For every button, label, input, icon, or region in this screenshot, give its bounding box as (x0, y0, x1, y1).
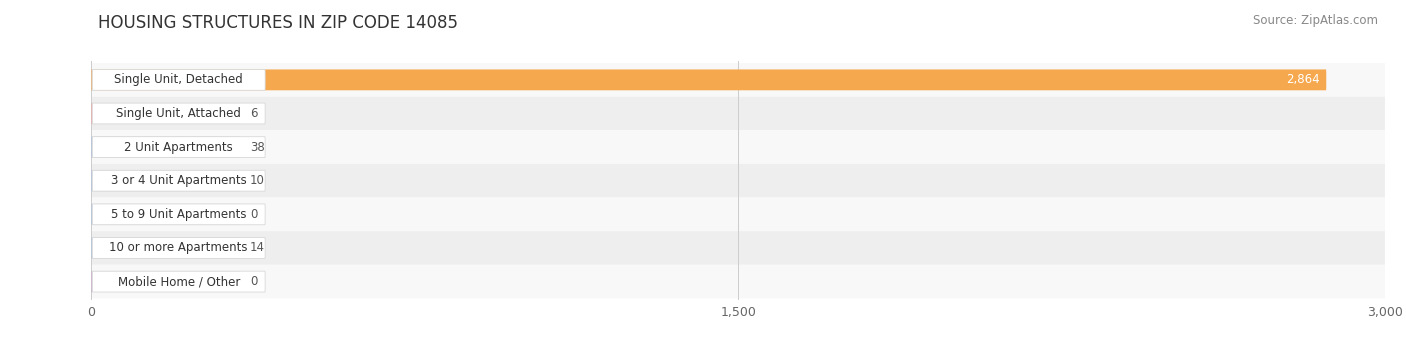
FancyBboxPatch shape (91, 103, 240, 124)
Text: 0: 0 (250, 275, 257, 288)
FancyBboxPatch shape (91, 70, 1326, 90)
FancyBboxPatch shape (91, 265, 1385, 298)
FancyBboxPatch shape (91, 97, 1385, 130)
FancyBboxPatch shape (91, 137, 240, 158)
FancyBboxPatch shape (93, 70, 266, 90)
Text: 5 to 9 Unit Apartments: 5 to 9 Unit Apartments (111, 208, 246, 221)
FancyBboxPatch shape (93, 137, 266, 158)
Text: Single Unit, Detached: Single Unit, Detached (114, 73, 243, 86)
FancyBboxPatch shape (93, 170, 266, 191)
FancyBboxPatch shape (93, 238, 266, 258)
FancyBboxPatch shape (93, 271, 266, 292)
Text: 14: 14 (250, 241, 266, 254)
FancyBboxPatch shape (91, 197, 1385, 231)
FancyBboxPatch shape (91, 164, 1385, 197)
Text: Single Unit, Attached: Single Unit, Attached (117, 107, 242, 120)
Text: Source: ZipAtlas.com: Source: ZipAtlas.com (1253, 14, 1378, 27)
FancyBboxPatch shape (91, 170, 240, 191)
Text: HOUSING STRUCTURES IN ZIP CODE 14085: HOUSING STRUCTURES IN ZIP CODE 14085 (98, 14, 458, 32)
Text: 6: 6 (250, 107, 257, 120)
FancyBboxPatch shape (91, 204, 240, 225)
Text: 10 or more Apartments: 10 or more Apartments (110, 241, 247, 254)
FancyBboxPatch shape (91, 231, 1385, 265)
FancyBboxPatch shape (91, 271, 240, 292)
Text: 38: 38 (250, 140, 264, 153)
Text: 2,864: 2,864 (1286, 73, 1320, 86)
Text: 10: 10 (250, 174, 266, 187)
FancyBboxPatch shape (91, 63, 1385, 97)
Text: Mobile Home / Other: Mobile Home / Other (118, 275, 240, 288)
Text: 3 or 4 Unit Apartments: 3 or 4 Unit Apartments (111, 174, 246, 187)
Text: 0: 0 (250, 208, 257, 221)
FancyBboxPatch shape (93, 103, 266, 124)
FancyBboxPatch shape (91, 130, 1385, 164)
FancyBboxPatch shape (93, 204, 266, 225)
FancyBboxPatch shape (91, 238, 240, 258)
Text: 2 Unit Apartments: 2 Unit Apartments (124, 140, 233, 153)
